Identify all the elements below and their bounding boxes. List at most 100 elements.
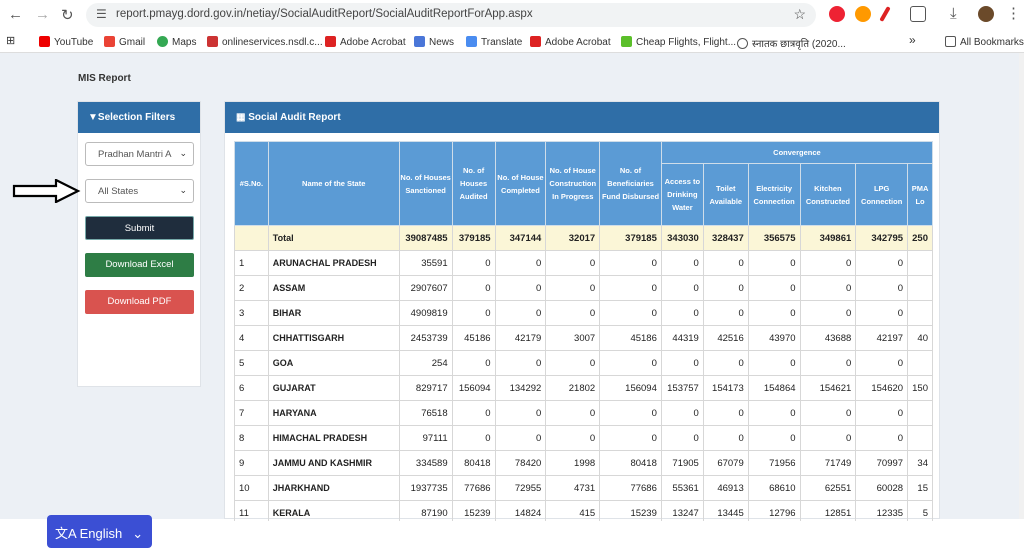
- submit-button[interactable]: Submit: [85, 216, 194, 240]
- table-icon: ▦: [236, 112, 249, 123]
- column-header: PMA Lo: [907, 163, 933, 226]
- bookmark-all[interactable]: All Bookmarks: [945, 36, 1024, 48]
- table-cell: 14824: [494, 500, 547, 521]
- table-row: 1 ARUNACHAL PRADESH 35591 0 0 0 0 0 0 0 0 0: [234, 250, 933, 276]
- table-cell: 62551: [799, 475, 857, 501]
- table-cell: [907, 300, 933, 326]
- back-icon[interactable]: ←: [8, 6, 23, 23]
- table-cell: 97111: [398, 425, 453, 451]
- bookmark-news[interactable]: News: [414, 36, 454, 48]
- extension-icon[interactable]: [829, 6, 845, 22]
- pen-icon[interactable]: [879, 6, 891, 22]
- table-cell: 2453739: [398, 325, 453, 351]
- table-cell: 15: [907, 475, 933, 501]
- table-cell: ARUNACHAL PRADESH: [267, 250, 400, 276]
- column-header: No. of Houses Sanctioned: [398, 141, 453, 226]
- bookmark-flights[interactable]: Cheap Flights, Flight...: [621, 36, 736, 48]
- address-bar[interactable]: ☰ report.pmayg.dord.gov.in/netiay/Social…: [86, 3, 816, 27]
- table-cell: [907, 350, 933, 376]
- table-cell: 0: [451, 275, 496, 301]
- table-cell: 0: [799, 425, 857, 451]
- table-cell: 43688: [799, 325, 857, 351]
- table-cell: 0: [451, 300, 496, 326]
- column-header: Electricity Connection: [747, 163, 801, 226]
- flights-icon: [621, 36, 632, 47]
- state-select[interactable]: All States ⌄: [85, 179, 194, 203]
- table-cell: 0: [545, 400, 601, 426]
- table-cell: 4731: [545, 475, 601, 501]
- table-cell: 154173: [702, 375, 749, 401]
- table-cell: 0: [702, 300, 749, 326]
- news-icon: [414, 36, 425, 47]
- bookmark-acrobat-2[interactable]: Adobe Acrobat: [530, 36, 611, 48]
- table-cell: 71749: [799, 450, 857, 476]
- table-cell: 5: [234, 350, 269, 376]
- bookmark-youtube[interactable]: YouTube: [39, 36, 93, 48]
- language-selector[interactable]: 文A English ⌄: [47, 515, 152, 548]
- table-cell: 0: [855, 300, 909, 326]
- menu-icon[interactable]: ⋮: [1006, 5, 1021, 22]
- table-cell: 3007: [545, 325, 601, 351]
- table-cell: 42516: [702, 325, 749, 351]
- table-cell: 0: [855, 425, 909, 451]
- bookmark-translate[interactable]: Translate: [466, 36, 522, 48]
- puzzle-icon[interactable]: [910, 6, 926, 22]
- table-cell: 0: [451, 350, 496, 376]
- page-title: MIS Report: [78, 73, 131, 84]
- column-header: Kitchen Constructed: [799, 163, 857, 226]
- table-cell: 45186: [599, 325, 662, 351]
- table-row: 10 JHARKHAND 1937735 77686 72955 4731 77686 553…: [234, 475, 933, 501]
- table-cell: 0: [494, 300, 547, 326]
- table-cell: 0: [451, 400, 496, 426]
- table-cell: 334589: [398, 450, 453, 476]
- extension-icon[interactable]: [855, 6, 871, 22]
- table-cell: 156094: [451, 375, 496, 401]
- download-icon[interactable]: ⤓: [950, 5, 957, 22]
- bookmark-maps[interactable]: Maps: [157, 36, 196, 48]
- table-cell: [907, 400, 933, 426]
- scrollbar[interactable]: [1019, 53, 1024, 519]
- bookmark-nsdl[interactable]: onlineservices.nsdl.c...: [207, 36, 323, 48]
- bookmarks-overflow[interactable]: »: [909, 33, 916, 47]
- bookmark-star-icon[interactable]: ☆: [793, 6, 806, 22]
- download-excel-button[interactable]: Download Excel: [85, 253, 194, 277]
- table-cell: 0: [660, 425, 704, 451]
- table-cell: 5: [907, 500, 933, 521]
- table-cell: 71956: [747, 450, 801, 476]
- acrobat-icon: [530, 36, 541, 47]
- table-cell: 0: [855, 250, 909, 276]
- table-cell: 4: [234, 325, 269, 351]
- reload-icon[interactable]: ↻: [61, 7, 74, 24]
- table-cell: 7: [234, 400, 269, 426]
- table-cell: 0: [855, 400, 909, 426]
- site-info-icon[interactable]: ☰: [96, 7, 107, 21]
- social-audit-report-panel: ▦ Social Audit Report #S.No. Name of the …: [224, 101, 940, 521]
- filter-icon: ▼: [88, 112, 98, 123]
- bookmark-scholarship[interactable]: स्नातक छात्रवृति (2020...: [737, 36, 846, 50]
- report-table-wrapper[interactable]: #S.No. Name of the State No. of Houses San…: [234, 141, 933, 521]
- arrow-annotation-icon: [12, 179, 81, 203]
- table-cell: 60028: [855, 475, 909, 501]
- table-cell: [234, 225, 269, 251]
- table-cell: 67079: [702, 450, 749, 476]
- scheme-select[interactable]: Pradhan Mantri A ⌄: [85, 142, 194, 166]
- apps-icon[interactable]: ⊞: [6, 35, 16, 47]
- table-row: 6 GUJARAT 829717 156094 134292 21802 156094 153…: [234, 375, 933, 401]
- table-cell: 4909819: [398, 300, 453, 326]
- avatar[interactable]: [978, 6, 994, 22]
- download-pdf-button[interactable]: Download PDF: [85, 290, 194, 314]
- table-cell: 343030: [660, 225, 704, 251]
- forward-icon[interactable]: →: [35, 6, 50, 23]
- table-cell: HARYANA: [267, 400, 400, 426]
- table-cell: 379185: [599, 225, 662, 251]
- nsdl-icon: [207, 36, 218, 47]
- table-cell: Total: [267, 225, 400, 251]
- bookmark-gmail[interactable]: Gmail: [104, 36, 145, 48]
- table-cell: KERALA: [267, 500, 400, 521]
- table-cell: 0: [451, 425, 496, 451]
- table-cell: 6: [234, 375, 269, 401]
- bookmark-acrobat[interactable]: Adobe Acrobat: [325, 36, 406, 48]
- selection-filters-panel: ▼Selection Filters Pradhan Mantri A ⌄ All…: [77, 101, 201, 387]
- table-cell: 55361: [660, 475, 704, 501]
- table-cell: 0: [799, 400, 857, 426]
